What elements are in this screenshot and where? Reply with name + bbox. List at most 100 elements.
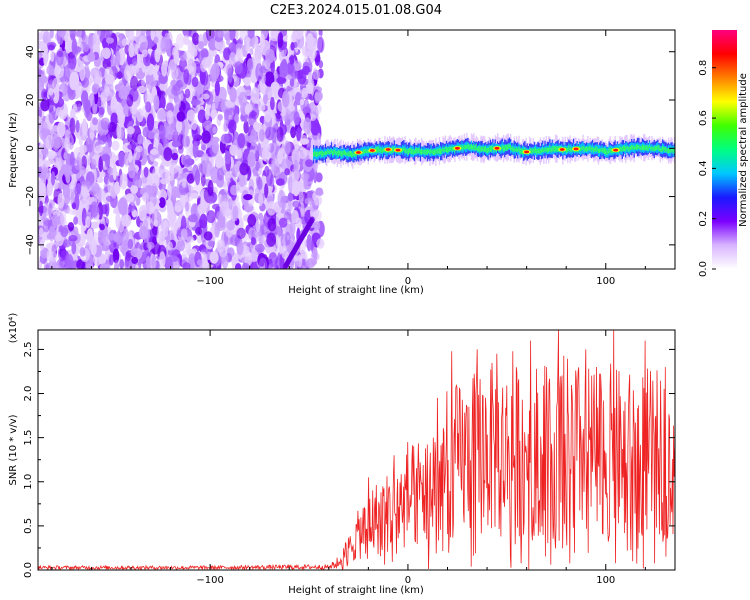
spectrogram-noise-cell <box>270 81 280 93</box>
spectrogram-noise-cell <box>142 127 150 138</box>
spectrogram-signal-cell <box>631 144 633 150</box>
spectrogram-noise-cell <box>94 145 104 153</box>
spectrogram-noise-cell <box>143 166 149 178</box>
spectrogram-signal-cell <box>599 148 601 154</box>
spectrogram-noise-cell <box>38 180 44 188</box>
spectrogram-signal-cell <box>489 145 492 152</box>
spectrogram-signal-cell <box>536 149 538 155</box>
spectrogram-noise-cell <box>196 84 202 96</box>
spectrogram-noise-cell <box>101 153 110 162</box>
spectrogram-noise-cell <box>181 177 187 188</box>
spectrogram-signal-cell <box>415 147 417 154</box>
spectrogram-signal-cell <box>504 145 506 152</box>
spectrogram-signal-cell <box>571 148 574 153</box>
spectrogram-noise-cell <box>90 221 100 229</box>
spectrogram-noise-cell <box>182 262 191 269</box>
spectrogram-signal-cell <box>659 147 661 152</box>
spectrogram-noise-cell <box>167 241 173 251</box>
spectrogram-noise-cell <box>318 60 324 69</box>
spectrogram-noise-cell <box>130 42 138 57</box>
spectrogram-signal-cell <box>519 148 521 154</box>
spectrogram-noise-cell <box>85 215 91 229</box>
spectrogram-noise-cell <box>224 151 231 165</box>
spectrogram-noise-cell <box>76 182 82 195</box>
spectrogram-signal-cell <box>343 150 346 155</box>
spectrogram-noise-cell <box>208 194 214 205</box>
spectrogram-noise-cell <box>144 83 151 91</box>
spectrogram-noise-cell <box>209 251 219 264</box>
spectrogram-signal-cell <box>349 150 352 156</box>
spectrogram-signal-cell <box>594 147 596 152</box>
spectrogram-signal-cell <box>644 145 646 151</box>
spectrogram-noise-cell <box>98 156 103 173</box>
spectrogram-noise-cell <box>63 65 71 83</box>
spectrogram-signal-cell <box>628 147 631 152</box>
spectrogram-noise-cell <box>310 117 320 136</box>
spectrogram-noise-cell <box>127 143 137 150</box>
spectrogram-signal-cell <box>545 147 547 152</box>
spectrogram-noise-cell <box>176 240 186 252</box>
spectrogram-noise-cell <box>279 60 289 79</box>
spectrogram-noise-cell <box>294 30 304 40</box>
spectrogram-signal-cell <box>444 146 447 152</box>
spectrogram-noise-cell <box>90 242 97 256</box>
spectrogram-noise-cell <box>137 133 143 145</box>
spectrogram-noise-cell <box>247 151 256 168</box>
spectrogram-signal-cell <box>346 152 348 156</box>
spectrogram-noise-cell <box>277 226 282 238</box>
spectrogram-noise-cell <box>126 126 135 135</box>
spectrogram-signal-cell <box>629 146 632 150</box>
spectrogram-noise-cell <box>116 123 122 140</box>
spectrogram-noise-cell <box>124 44 130 55</box>
spectrogram-noise-cell <box>224 108 230 121</box>
spectrogram-signal-cell <box>651 146 653 151</box>
spectrogram-noise-cell <box>38 120 48 132</box>
spectrogram-signal-cell <box>556 146 558 152</box>
spectrogram-noise-cell <box>145 101 152 113</box>
spectrogram-xtick-label: −100 <box>196 276 223 287</box>
spectrogram-noise-cell <box>85 136 95 154</box>
spectrogram-noise-cell <box>249 48 254 56</box>
spectrogram-noise-cell <box>282 90 290 108</box>
spectrogram-signal-cell <box>480 147 482 152</box>
spectrogram-signal-cell <box>336 150 339 155</box>
spectrogram-noise-cell <box>282 35 288 42</box>
spectrogram-noise-cell <box>81 118 88 136</box>
spectrogram-noise-cell <box>298 147 308 160</box>
spectrogram-noise-cell <box>176 111 186 122</box>
spectrogram-noise-cell <box>199 213 208 229</box>
spectrogram-noise-cell <box>128 149 133 163</box>
spectrogram-noise-cell <box>178 93 184 101</box>
spectrogram-signal-cell <box>569 147 571 152</box>
spectrogram-signal-cell <box>412 149 415 155</box>
spectrogram-noise-cell <box>229 87 237 103</box>
spectrogram-noise-cell <box>227 67 233 84</box>
spectrogram-noise-cell <box>100 204 108 215</box>
spectrogram-signal-cell <box>416 148 418 154</box>
spectrogram-signal-cell <box>354 152 356 156</box>
spectrogram-signal-cell <box>470 144 473 150</box>
spectrogram-noise-cell <box>86 228 94 245</box>
spectrogram-noise-cell <box>259 128 265 142</box>
spectrogram-signal-cell <box>417 148 419 153</box>
spectrogram-noise-cell <box>132 167 138 185</box>
spectrogram-signal-cell <box>314 150 316 156</box>
spectrogram-noise-cell <box>166 130 174 141</box>
spectrogram-noise-cell <box>162 220 169 238</box>
spectrogram-noise-cell <box>64 136 71 153</box>
spectrogram-noise-cell <box>192 32 200 46</box>
spectrogram-noise-cell <box>160 36 168 54</box>
spectrogram-signal-cell <box>425 148 428 155</box>
spectrogram-signal-cell <box>647 146 650 151</box>
spectrogram-signal-cell <box>582 145 584 150</box>
spectrogram-signal-cell <box>341 151 343 158</box>
spectrogram-noise-cell <box>184 192 194 202</box>
spectrogram-noise-cell <box>69 117 76 135</box>
spectrogram-signal-cell <box>621 147 623 152</box>
spectrogram-noise-cell <box>46 249 54 262</box>
spectrogram-noise-cell <box>38 200 44 217</box>
spectrogram-signal-cell <box>428 149 430 154</box>
spectrogram-noise-cell <box>291 148 301 165</box>
spectrogram-noise-cell <box>277 150 284 165</box>
spectrogram-signal-cell <box>411 149 413 154</box>
